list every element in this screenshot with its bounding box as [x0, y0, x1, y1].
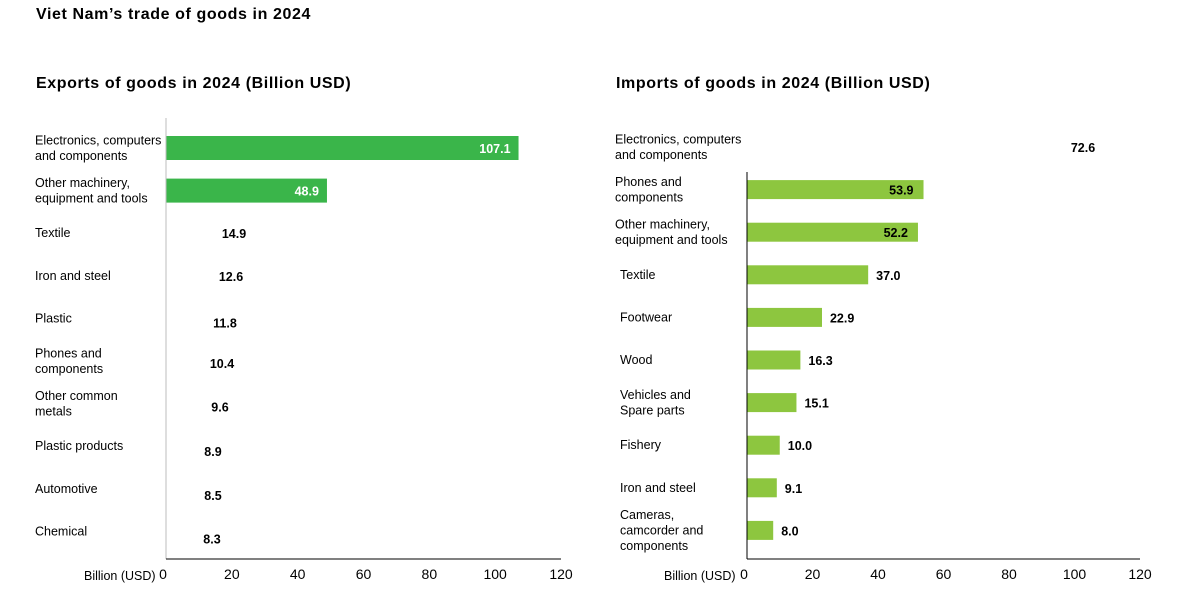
imports-bar — [747, 350, 801, 370]
imports-x-tick-label: 40 — [870, 566, 886, 582]
exports-category-label: Plastic — [35, 311, 72, 325]
imports-bar — [747, 393, 797, 413]
imports-bar — [747, 265, 869, 285]
imports-value-label: 15.1 — [804, 397, 828, 411]
imports-x-tick-label: 80 — [1001, 566, 1017, 582]
imports-category-label: Cameras, camcorder and components — [620, 508, 703, 553]
imports-x-tick-label: 60 — [936, 566, 952, 582]
exports-value-label: 8.5 — [204, 489, 221, 503]
imports-category-label: Other machinery, equipment and tools — [615, 217, 728, 247]
exports-category-label: Other machinery, equipment and tools — [35, 176, 148, 206]
exports-value-label: 48.9 — [295, 185, 319, 199]
exports-chart-title: Exports of goods in 2024 (Billion USD) — [36, 75, 351, 92]
exports-value-label: 10.4 — [210, 357, 234, 371]
imports-category-label: Textile — [620, 268, 655, 282]
imports-x-tick-label: 0 — [740, 566, 748, 582]
imports-category-label: Fishery — [620, 438, 662, 452]
imports-value-label: 52.2 — [884, 226, 908, 240]
imports-value-label: 37.0 — [876, 269, 900, 283]
imports-value-label: 10.0 — [788, 439, 812, 453]
exports-value-label: 11.8 — [213, 316, 237, 330]
exports-category-label: Chemical — [35, 524, 87, 538]
exports-category-label: Electronics, computers and components — [35, 133, 161, 163]
imports-value-label: 22.9 — [830, 311, 854, 325]
exports-x-axis-title: Billion (USD) — [84, 569, 156, 583]
imports-x-tick-label: 120 — [1128, 566, 1152, 582]
imports-bar — [747, 222, 918, 242]
exports-x-tick-label: 120 — [549, 566, 573, 582]
imports-category-label: Iron and steel — [620, 481, 696, 495]
exports-value-label: 8.9 — [204, 445, 221, 459]
exports-value-label: 12.6 — [219, 270, 243, 284]
exports-value-label: 8.3 — [203, 532, 220, 546]
exports-value-label: 9.6 — [211, 401, 228, 415]
imports-value-label: 53.9 — [889, 184, 913, 198]
exports-bar — [166, 178, 327, 203]
imports-category-label: Footwear — [620, 310, 672, 324]
exports-x-tick-label: 0 — [159, 566, 167, 582]
imports-category-label: Phones and components — [615, 175, 683, 205]
exports-bar — [166, 136, 519, 160]
exports-x-tick-label: 20 — [224, 566, 240, 582]
exports-value-label: 107.1 — [479, 142, 510, 156]
imports-x-tick-label: 20 — [805, 566, 821, 582]
imports-category-label: Wood — [620, 353, 652, 367]
imports-bar — [747, 180, 924, 200]
main-title: Viet Nam’s trade of goods in 2024 — [36, 6, 311, 23]
imports-value-label: 72.6 — [1071, 141, 1095, 155]
imports-bar — [747, 435, 780, 455]
imports-value-label: 16.3 — [808, 354, 832, 368]
exports-category-label: Iron and steel — [35, 269, 111, 283]
exports-x-tick-label: 100 — [483, 566, 507, 582]
exports-value-label: 14.9 — [222, 227, 246, 241]
imports-bar — [747, 520, 774, 540]
imports-chart-title: Imports of goods in 2024 (Billion USD) — [616, 75, 930, 92]
exports-category-label: Textile — [35, 226, 70, 240]
imports-category-label: Vehicles and Spare parts — [620, 388, 691, 418]
imports-bar — [747, 307, 822, 327]
exports-category-label: Other common metals — [35, 389, 118, 419]
exports-category-label: Plastic products — [35, 439, 123, 453]
exports-x-tick-label: 40 — [290, 566, 306, 582]
exports-x-tick-label: 60 — [356, 566, 372, 582]
exports-category-label: Phones and components — [35, 346, 103, 376]
imports-x-tick-label: 100 — [1063, 566, 1087, 582]
imports-x-axis-title: Billion (USD) — [664, 569, 736, 583]
imports-value-label: 9.1 — [785, 482, 802, 496]
imports-value-label: 8.0 — [781, 524, 798, 538]
exports-x-tick-label: 80 — [422, 566, 438, 582]
exports-category-label: Automotive — [35, 482, 98, 496]
imports-category-label: Electronics, computers and components — [615, 132, 741, 162]
imports-bar — [747, 478, 777, 498]
